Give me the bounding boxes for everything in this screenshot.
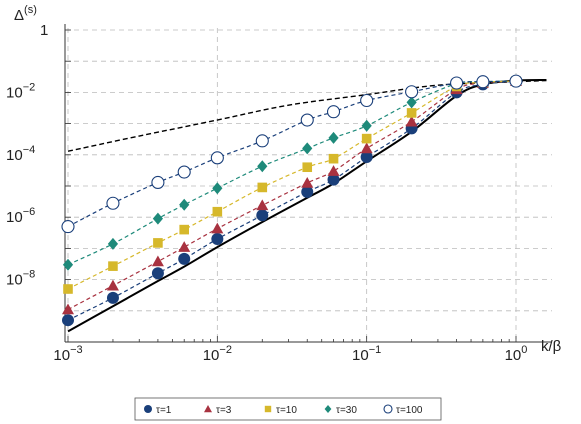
data-point [211, 222, 224, 234]
legend-label: τ=30 [336, 405, 357, 416]
x-tick-label: 100 [505, 344, 528, 364]
data-point [151, 267, 164, 280]
data-point [62, 303, 74, 315]
data-point [106, 196, 120, 210]
data-point [326, 105, 341, 119]
data-point [360, 142, 373, 154]
data-point [151, 175, 165, 189]
data-point [211, 233, 224, 246]
data-point [476, 75, 490, 89]
legend-marker [383, 404, 393, 414]
data-point [152, 212, 164, 225]
data-point [361, 133, 372, 144]
y-axis-label: Δ(s) [14, 4, 37, 24]
legend-item: τ=100 [383, 404, 423, 416]
y-tick-label: 1 [40, 22, 48, 39]
series-5 [61, 74, 523, 234]
data-point [361, 119, 372, 132]
series-line [67, 80, 517, 290]
data-series [61, 74, 523, 327]
series-2 [62, 75, 522, 315]
data-point [179, 224, 190, 235]
data-point [106, 291, 119, 304]
x-axis-label: k/β [541, 338, 562, 355]
data-point [328, 153, 339, 164]
legend: τ=1 τ=3 τ=10 τ=30 τ=100 [134, 397, 442, 421]
data-point [360, 151, 373, 164]
data-point [509, 74, 523, 88]
data-point [62, 258, 74, 271]
data-point [212, 182, 223, 195]
legend-marker [144, 405, 152, 413]
data-point [212, 206, 223, 217]
data-point [177, 165, 191, 179]
legend-item: τ=1 [144, 405, 172, 416]
series-line [67, 80, 517, 311]
series-1 [62, 75, 522, 327]
data-point [450, 76, 464, 90]
data-point [63, 284, 73, 294]
data-point [328, 131, 339, 144]
data-point [360, 93, 374, 108]
series-line [67, 80, 517, 228]
data-point [405, 115, 418, 127]
legend-label: τ=10 [276, 405, 297, 416]
data-point [300, 113, 314, 127]
data-point [151, 255, 164, 267]
data-point [256, 199, 269, 211]
legend-marker [324, 405, 332, 413]
x-tick-label: 10−3 [53, 344, 82, 364]
data-point [108, 261, 118, 271]
data-point [107, 237, 119, 250]
legend-label: τ=3 [216, 405, 232, 416]
legend-item: τ=30 [324, 405, 357, 416]
data-point [405, 85, 419, 99]
data-point [257, 182, 268, 193]
y-tick-label: 10−4 [6, 144, 35, 164]
data-point [406, 108, 417, 118]
y-tick-label: 10−6 [6, 206, 35, 226]
series-line [67, 80, 517, 321]
data-point [179, 198, 190, 211]
data-point [302, 162, 313, 173]
data-point [301, 185, 314, 198]
data-point [61, 220, 75, 234]
data-point [256, 209, 269, 222]
data-point [153, 238, 163, 248]
data-point [255, 134, 269, 148]
data-point [406, 96, 417, 109]
data-point [301, 176, 314, 188]
y-tick-label: 10−8 [6, 269, 35, 289]
x-tick-label: 10−1 [352, 344, 381, 364]
x-tick-label: 10−2 [203, 344, 232, 364]
tick-labels: 10−3 10−2 10−1 100 1 10−2 10−4 10−6 10−8 [6, 22, 527, 364]
y-tick-label: 10−2 [6, 81, 35, 101]
data-point [257, 160, 268, 173]
legend-label: τ=1 [156, 405, 172, 416]
legend-box [134, 397, 442, 421]
data-point [106, 279, 119, 291]
legend-item: τ=10 [264, 405, 297, 416]
legend-marker [264, 405, 272, 413]
legend-label: τ=100 [396, 405, 423, 416]
data-point [327, 173, 340, 186]
axis-labels: Δ(s) k/β [14, 4, 562, 355]
data-point [178, 241, 191, 252]
data-point [210, 151, 224, 165]
data-point [327, 165, 340, 176]
series-line [67, 80, 517, 266]
data-point [62, 314, 74, 327]
legend-marker [204, 405, 212, 413]
series-3 [63, 76, 521, 294]
data-point [178, 252, 191, 265]
legend-item: τ=3 [204, 405, 232, 416]
data-point [302, 142, 313, 155]
